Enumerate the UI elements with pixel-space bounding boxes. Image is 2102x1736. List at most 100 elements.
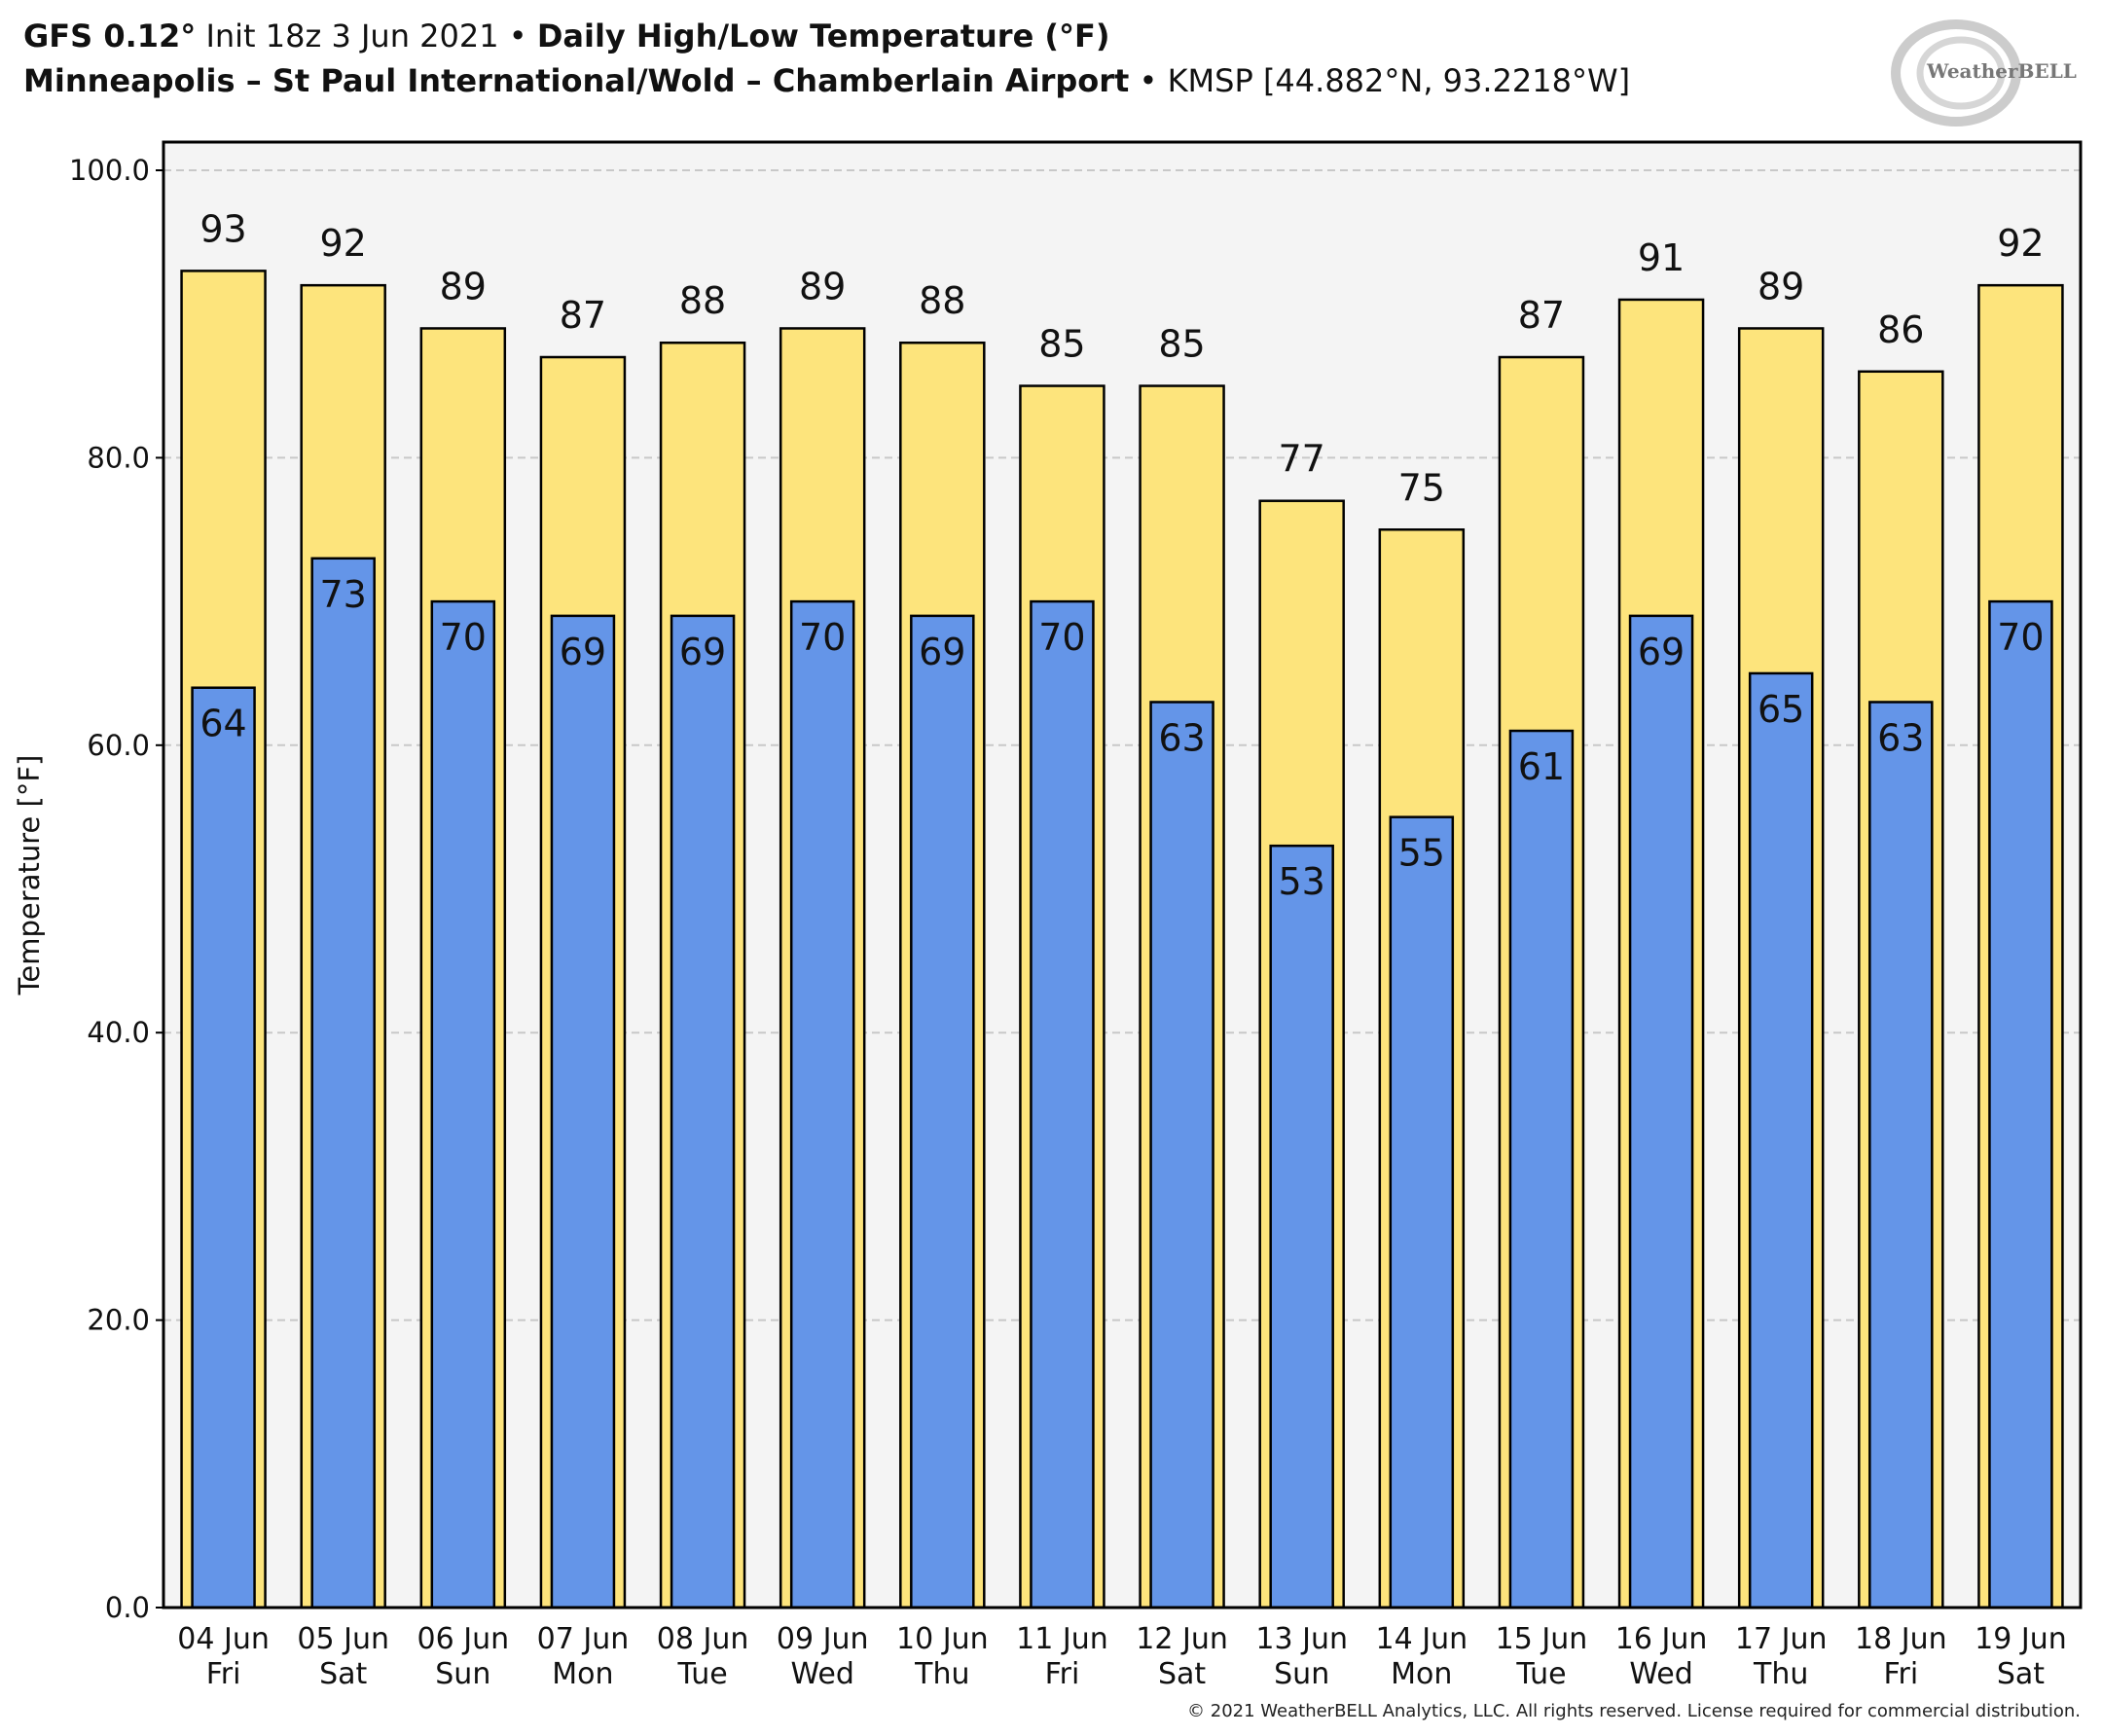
x-tick-weekday: Mon [552, 1657, 613, 1691]
low-temp-bar [430, 599, 496, 1609]
high-temp-label: 88 [919, 279, 965, 322]
low-temp-label: 65 [1758, 688, 1804, 731]
low-temp-bar [1748, 671, 1814, 1609]
x-tick-weekday: Sun [1274, 1657, 1329, 1691]
low-temp-label: 53 [1279, 860, 1325, 903]
high-temp-label: 89 [799, 265, 846, 307]
x-tick-date: 18 Jun [1855, 1622, 1947, 1656]
low-temp-bar [789, 599, 855, 1609]
low-temp-bar [1628, 614, 1694, 1609]
x-tick-weekday: Sat [1158, 1657, 1206, 1691]
low-temp-label: 70 [799, 616, 846, 659]
low-temp-label: 69 [560, 631, 606, 673]
low-temp-bar [1868, 701, 1934, 1609]
high-temp-label: 75 [1398, 466, 1445, 509]
low-temp-label: 69 [1638, 631, 1685, 673]
high-temp-label: 87 [1518, 294, 1565, 337]
x-tick-weekday: Wed [1629, 1657, 1692, 1691]
weatherbell-logo: WeatherBELL [1891, 19, 2077, 127]
y-tick-label: 60.0 [87, 729, 150, 762]
low-temp-label: 64 [199, 703, 246, 745]
high-temp-label: 89 [440, 265, 487, 307]
x-tick-date: 14 Jun [1376, 1622, 1468, 1656]
x-tick-date: 10 Jun [896, 1622, 989, 1656]
low-temp-bar [1389, 815, 1455, 1609]
x-tick-weekday: Tue [676, 1657, 727, 1691]
x-tick-date: 16 Jun [1615, 1622, 1708, 1656]
low-temp-label: 61 [1518, 745, 1565, 788]
low-temp-bar [670, 614, 736, 1609]
x-tick-date: 08 Jun [657, 1622, 749, 1656]
high-temp-label: 88 [679, 279, 726, 322]
high-temp-label: 93 [199, 207, 246, 250]
x-tick-weekday: Sat [1997, 1657, 2045, 1691]
low-temp-bar [1269, 844, 1334, 1609]
x-tick-date: 17 Jun [1735, 1622, 1828, 1656]
model-name: GFS 0.12° [23, 18, 197, 54]
init-time: Init 18z 3 Jun 2021 [205, 18, 499, 54]
svg-text:WeatherBELL: WeatherBELL [1926, 59, 2077, 83]
high-temp-label: 86 [1877, 308, 1924, 351]
high-temp-label: 91 [1638, 236, 1685, 279]
x-tick-weekday: Tue [1515, 1657, 1566, 1691]
x-tick-date: 05 Jun [297, 1622, 389, 1656]
low-temp-label: 70 [440, 616, 487, 659]
low-temp-bar [1508, 729, 1575, 1609]
x-tick-date: 06 Jun [417, 1622, 510, 1656]
low-temp-bar [1988, 599, 2053, 1609]
high-temp-label: 77 [1279, 438, 1325, 481]
high-temp-label: 87 [560, 294, 606, 337]
x-tick-date: 19 Jun [1975, 1622, 2067, 1656]
x-tick-date: 09 Jun [777, 1622, 869, 1656]
y-tick-label: 40.0 [87, 1016, 150, 1049]
x-tick-weekday: Thu [914, 1657, 969, 1691]
x-tick-weekday: Fri [1883, 1657, 1918, 1691]
low-temp-bar [310, 557, 376, 1609]
x-tick-weekday: Thu [1753, 1657, 1808, 1691]
low-temp-label: 70 [1038, 616, 1085, 659]
y-tick-label: 100.0 [69, 154, 150, 187]
high-temp-label: 85 [1158, 323, 1205, 366]
x-tick-date: 13 Jun [1255, 1622, 1348, 1656]
separator: • [1139, 62, 1158, 99]
low-temp-label: 55 [1398, 832, 1445, 875]
high-temp-label: 89 [1758, 265, 1804, 307]
station-id: KMSP [44.882°N, 93.2218°W] [1167, 62, 1631, 99]
x-tick-weekday: Mon [1391, 1657, 1452, 1691]
x-tick-date: 15 Jun [1496, 1622, 1588, 1656]
low-temp-bar [1149, 701, 1214, 1609]
copyright-notice: © 2021 WeatherBELL Analytics, LLC. All r… [1187, 1701, 2081, 1721]
high-temp-label: 92 [320, 222, 367, 265]
low-temp-label: 63 [1158, 716, 1205, 759]
low-temp-label: 69 [679, 631, 726, 673]
low-temp-label: 69 [919, 631, 965, 673]
high-temp-label: 85 [1038, 323, 1085, 366]
low-temp-bar [191, 686, 256, 1609]
chart-title-line-2: Minneapolis – St Paul International/Wold… [23, 62, 1630, 99]
product-title: Daily High/Low Temperature (°F) [536, 18, 1110, 54]
low-temp-bar [1030, 599, 1095, 1609]
y-tick-label: 80.0 [87, 441, 150, 474]
plot-border [162, 140, 2083, 1609]
y-axis-label: Temperature [°F] [13, 755, 46, 996]
x-tick-date: 04 Jun [177, 1622, 270, 1656]
chart-title-line-1: GFS 0.12° Init 18z 3 Jun 2021 • Daily Hi… [23, 18, 1110, 54]
x-tick-weekday: Fri [206, 1657, 241, 1691]
x-tick-date: 12 Jun [1136, 1622, 1228, 1656]
low-temp-bar [550, 614, 616, 1609]
low-temp-label: 73 [320, 573, 367, 616]
x-tick-date: 11 Jun [1016, 1622, 1108, 1656]
separator: • [508, 18, 527, 54]
station-name: Minneapolis – St Paul International/Wold… [23, 62, 1130, 99]
x-tick-weekday: Fri [1045, 1657, 1080, 1691]
x-tick-weekday: Wed [790, 1657, 853, 1691]
low-temp-label: 70 [1997, 616, 2044, 659]
low-temp-label: 63 [1877, 716, 1924, 759]
y-tick-label: 0.0 [105, 1591, 150, 1624]
low-temp-bar [910, 614, 975, 1609]
y-tick-label: 20.0 [87, 1304, 150, 1337]
high-temp-label: 92 [1997, 222, 2044, 265]
x-tick-weekday: Sun [435, 1657, 490, 1691]
x-tick-weekday: Sat [319, 1657, 367, 1691]
